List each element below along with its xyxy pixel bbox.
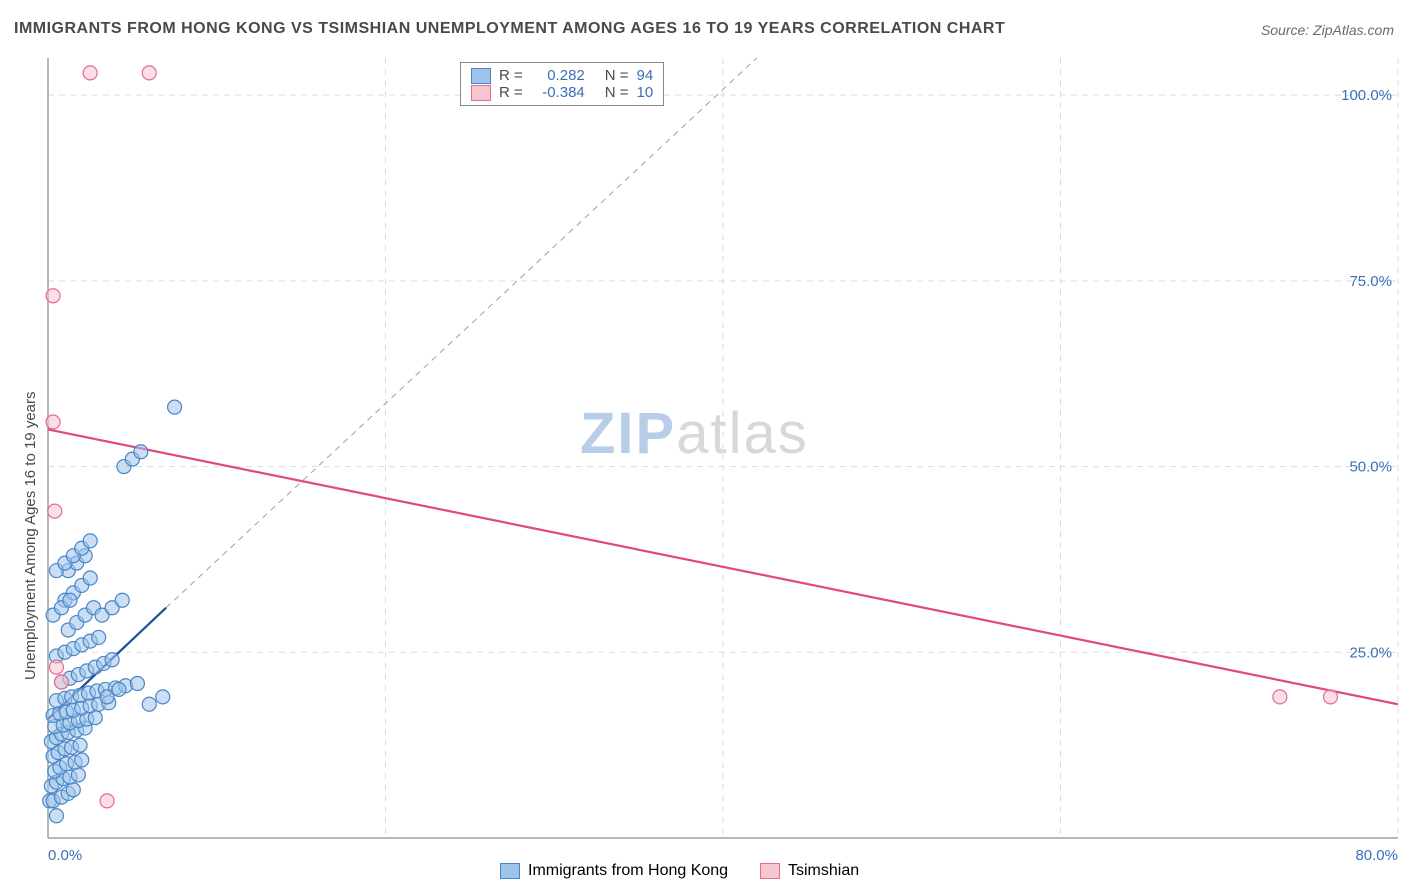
svg-text:0.0%: 0.0% <box>48 847 82 864</box>
svg-text:25.0%: 25.0% <box>1349 644 1392 661</box>
stats-legend: R =0.282N =94R =-0.384N =10 <box>460 62 664 106</box>
scatter-plot: 0.0% 80.0% 25.0% 50.0% 75.0% 100.0% <box>0 0 1406 892</box>
bottom-legend-blue: Immigrants from Hong Kong <box>500 862 728 880</box>
stats-legend-row: R =-0.384N =10 <box>471 84 653 101</box>
legend-pink-label: Tsimshian <box>788 862 859 880</box>
legend-blue-label: Immigrants from Hong Kong <box>528 862 728 880</box>
svg-text:50.0%: 50.0% <box>1349 459 1392 476</box>
swatch-pink-icon <box>760 863 780 879</box>
svg-text:75.0%: 75.0% <box>1349 273 1392 290</box>
svg-text:80.0%: 80.0% <box>1355 847 1398 864</box>
swatch-blue-icon <box>500 863 520 879</box>
stats-legend-row: R =0.282N =94 <box>471 67 653 84</box>
svg-text:100.0%: 100.0% <box>1341 87 1392 104</box>
bottom-legend-pink: Tsimshian <box>760 862 859 880</box>
swatch-icon <box>471 85 491 101</box>
swatch-icon <box>471 68 491 84</box>
